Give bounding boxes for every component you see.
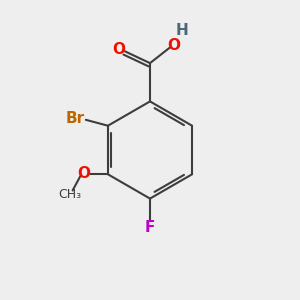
Text: H: H: [176, 23, 189, 38]
Text: O: O: [77, 166, 90, 181]
Text: O: O: [168, 38, 181, 53]
Text: F: F: [145, 220, 155, 235]
Text: CH₃: CH₃: [58, 188, 81, 201]
Text: Br: Br: [66, 111, 85, 126]
Text: O: O: [112, 42, 125, 57]
